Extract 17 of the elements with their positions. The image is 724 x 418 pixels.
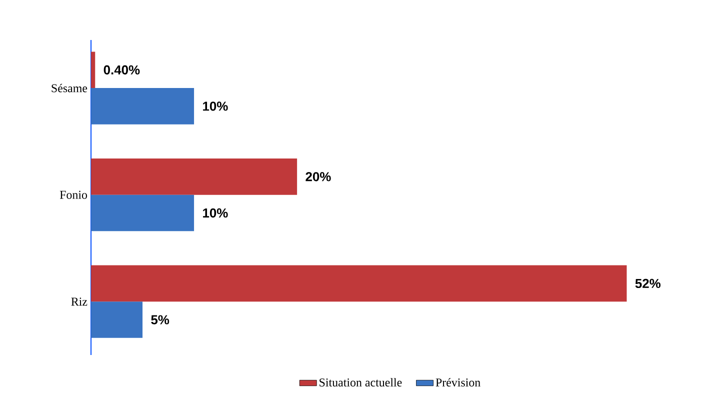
y-tick-label: Riz xyxy=(71,298,88,306)
bar xyxy=(91,194,194,232)
bar xyxy=(91,88,194,124)
data-label: 20% xyxy=(306,172,331,182)
legend-label: Situation actuelle xyxy=(320,378,402,386)
data-label: 10% xyxy=(203,102,228,111)
bar xyxy=(91,158,298,195)
data-label: 5% xyxy=(151,315,170,324)
data-label: 52% xyxy=(635,278,660,288)
y-tick-label: Sésame xyxy=(52,84,88,92)
bar xyxy=(91,265,627,302)
bar xyxy=(91,52,96,88)
data-label: 10% xyxy=(203,208,228,218)
bar xyxy=(91,302,143,338)
legend-label: Prévision xyxy=(436,378,480,387)
data-label: 0.40% xyxy=(104,65,140,74)
y-tick-label: Fonio xyxy=(60,190,88,199)
